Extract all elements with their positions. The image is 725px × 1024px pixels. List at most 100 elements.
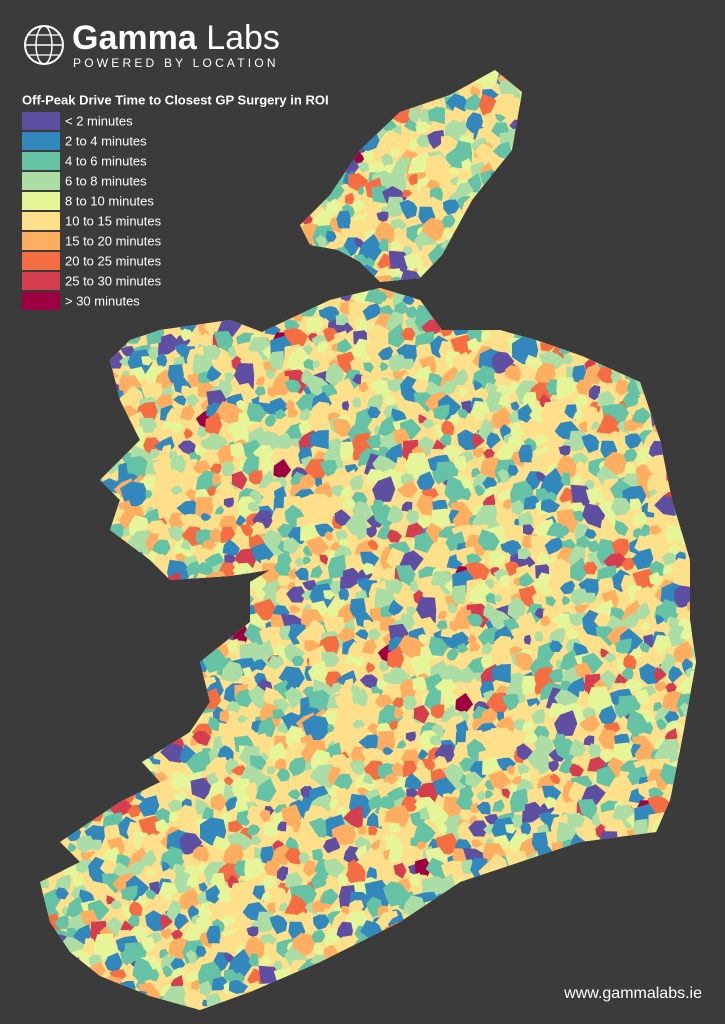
drive-time-zone — [264, 859, 281, 877]
drive-time-zone — [278, 931, 289, 942]
drive-time-zone — [639, 642, 651, 653]
drive-time-zone — [319, 460, 337, 477]
drive-time-zone — [387, 646, 404, 671]
drive-time-zone — [554, 710, 578, 736]
drive-time-zone — [262, 875, 276, 890]
drive-time-zone — [584, 528, 597, 539]
drive-time-zone — [248, 953, 259, 967]
drive-time-zone — [252, 521, 266, 534]
drive-time-zone — [510, 499, 526, 515]
drive-time-zone — [126, 530, 155, 557]
drive-time-zone — [334, 509, 351, 527]
drive-time-zone — [234, 972, 245, 983]
drive-time-zone — [388, 354, 407, 374]
drive-time-zone — [432, 547, 445, 561]
drive-time-zone — [263, 821, 283, 838]
drive-time-zone — [525, 787, 550, 806]
drive-time-zone — [484, 790, 494, 799]
drive-time-zone — [492, 141, 512, 160]
drive-time-zone — [680, 627, 693, 641]
drive-time-zone — [405, 731, 416, 742]
drive-time-zone — [264, 413, 277, 428]
drive-time-zone — [472, 432, 485, 449]
drive-time-zone — [507, 596, 526, 621]
drive-time-zone — [343, 805, 363, 831]
drive-time-zone — [419, 769, 432, 784]
drive-time-zone — [233, 860, 248, 876]
drive-time-zone — [129, 861, 145, 876]
drive-time-zone — [522, 391, 537, 409]
drive-time-zone — [300, 522, 318, 542]
drive-time-zone — [274, 559, 291, 576]
drive-time-zone — [196, 425, 209, 438]
drive-time-zone — [338, 873, 349, 887]
drive-time-zone — [505, 540, 522, 557]
drive-time-zone — [145, 532, 159, 553]
logo: Gamma Labs POWERED BY LOCATION — [24, 19, 280, 70]
drive-time-zone — [365, 337, 381, 362]
drive-time-zone — [405, 509, 420, 524]
drive-time-zone — [177, 887, 203, 910]
drive-time-zone — [312, 360, 321, 369]
drive-time-zone — [483, 486, 498, 499]
drive-time-zone — [521, 720, 535, 732]
drive-time-zone — [494, 594, 503, 603]
drive-time-zone — [363, 362, 374, 373]
drive-time-zone — [167, 525, 187, 542]
drive-time-zone — [391, 241, 402, 251]
drive-time-zone — [327, 766, 341, 787]
drive-time-zone — [517, 764, 530, 777]
legend-label: > 30 minutes — [65, 293, 140, 308]
drive-time-zone — [311, 929, 327, 943]
drive-time-zone — [248, 501, 261, 512]
drive-time-zone — [496, 512, 509, 524]
drive-time-zone — [336, 807, 349, 816]
drive-time-zone — [158, 788, 172, 803]
drive-time-zone — [75, 859, 92, 874]
legend-swatch — [22, 192, 60, 210]
drive-time-zone — [408, 108, 421, 123]
drive-time-zone — [234, 548, 257, 570]
drive-time-zone — [192, 353, 215, 380]
drive-time-zone — [588, 385, 602, 401]
drive-time-zone — [560, 472, 571, 486]
drive-time-zone — [596, 366, 615, 385]
legend-swatch — [22, 212, 60, 230]
drive-time-zone — [173, 395, 187, 406]
drive-time-zone — [368, 825, 378, 836]
drive-time-zone — [366, 434, 383, 449]
drive-time-zone — [387, 849, 404, 863]
drive-time-zone — [174, 913, 189, 931]
drive-time-zone — [576, 378, 593, 396]
drive-time-zone — [604, 787, 615, 800]
drive-time-zone — [406, 788, 420, 798]
drive-time-zone — [649, 560, 667, 578]
drive-time-zone — [443, 227, 454, 241]
drive-time-zone — [615, 638, 632, 654]
drive-time-zone — [653, 701, 663, 712]
drive-time-zone — [579, 714, 600, 732]
drive-time-zone — [430, 704, 445, 719]
drive-time-zone — [337, 338, 353, 353]
drive-time-zone — [452, 351, 474, 376]
drive-time-zone — [441, 420, 455, 437]
drive-time-zone — [617, 591, 631, 604]
drive-time-zone — [416, 494, 437, 516]
drive-time-zone — [246, 402, 267, 423]
drive-time-zone — [640, 621, 650, 630]
drive-time-zone — [454, 682, 473, 701]
drive-time-zone — [514, 652, 534, 671]
drive-time-zone — [343, 678, 354, 691]
drive-time-zone — [313, 942, 324, 956]
drive-time-zone — [327, 784, 344, 797]
drive-time-zone — [181, 385, 192, 395]
drive-time-zone — [201, 512, 212, 521]
drive-time-zone — [558, 760, 572, 774]
drive-time-zone — [195, 945, 207, 957]
drive-time-zone — [264, 941, 276, 954]
drive-time-zone — [129, 901, 143, 918]
drive-time-zone — [190, 777, 213, 800]
drive-time-zone — [468, 820, 489, 837]
legend-label: 25 to 30 minutes — [65, 273, 162, 288]
drive-time-zone — [540, 498, 561, 513]
